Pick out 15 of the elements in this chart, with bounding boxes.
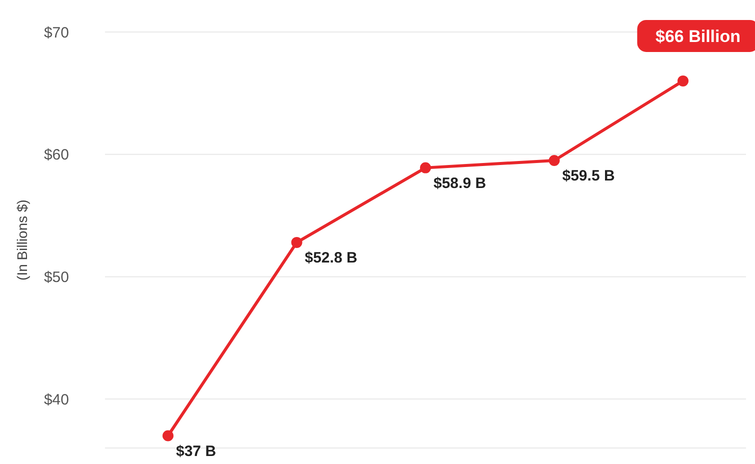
data-label: $66 Billion (655, 26, 741, 46)
data-label: $58.9 B (434, 174, 486, 192)
point (420, 162, 431, 174)
data-label: $52.8 B (304, 249, 358, 266)
y-tick-label: $50 (44, 269, 69, 286)
point (291, 236, 302, 248)
y-tick-label: $70 (44, 24, 69, 42)
y-axis-title: (In Billions $) (14, 200, 30, 280)
point (678, 75, 688, 86)
point (162, 430, 174, 442)
data-label: $59.5 B (562, 167, 615, 184)
y-tick-label: $40 (44, 391, 69, 408)
y-tick-label: $60 (44, 146, 69, 164)
data-label: $37 B (176, 442, 216, 460)
point (548, 154, 560, 166)
